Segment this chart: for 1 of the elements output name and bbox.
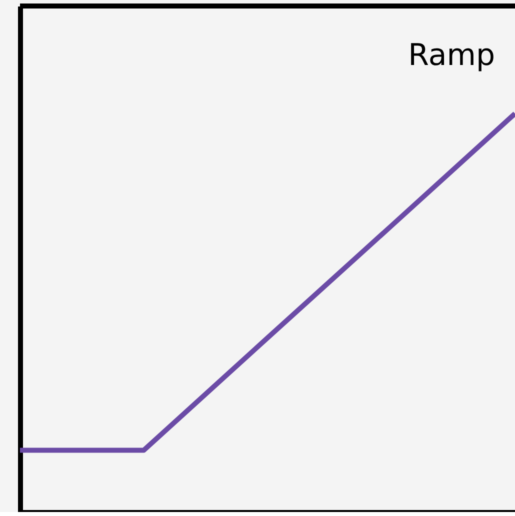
chart-title: Ramp — [408, 38, 495, 73]
